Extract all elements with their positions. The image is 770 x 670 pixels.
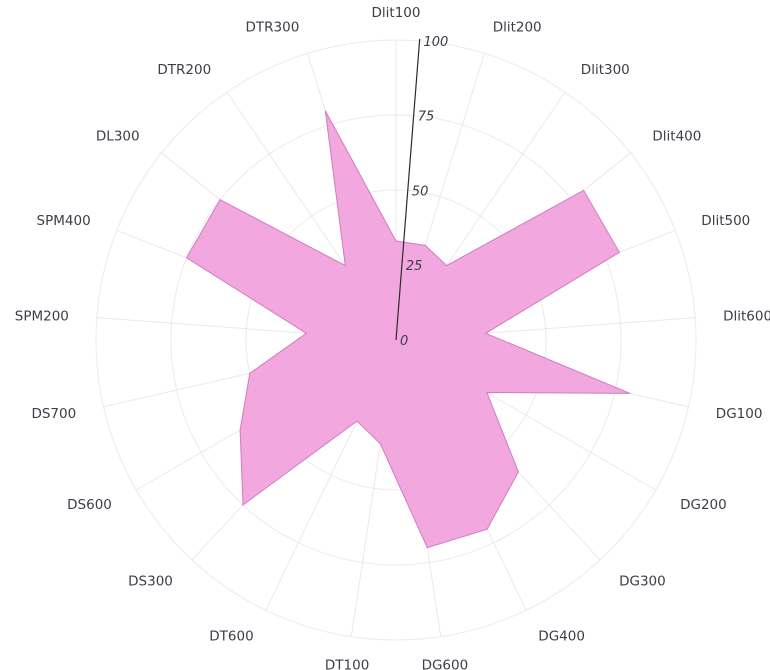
data-point-Dlit100[interactable]: [392, 237, 400, 245]
radial-axis: [395, 38, 421, 341]
tick-label-50: 50: [412, 185, 429, 200]
category-label-dt100: DT100: [325, 657, 369, 670]
data-point-Dlit200[interactable]: [421, 241, 429, 249]
category-label-spm400: SPM400: [37, 213, 91, 229]
data-point-Dlit300[interactable]: [443, 262, 451, 270]
category-label-dg400: DG400: [538, 629, 585, 645]
data-point-DTR200[interactable]: [341, 262, 349, 270]
category-label-dg200: DG200: [680, 497, 727, 513]
category-label-dtr200: DTR200: [157, 62, 211, 78]
data-point-DTR300[interactable]: [321, 107, 329, 115]
radial-tick-labels: 0 25 50 75 100: [400, 35, 448, 349]
radial-axis-line: [395, 38, 421, 341]
category-label-dlit100: Dlit100: [372, 5, 421, 21]
data-point-DT600[interactable]: [353, 417, 361, 425]
tick-label-0: 0: [400, 334, 408, 349]
series-area[interactable]: [185, 110, 631, 549]
category-label-spm200: SPM200: [15, 309, 69, 325]
data-area-layer: [183, 107, 634, 552]
data-point-DS600[interactable]: [236, 426, 244, 434]
category-label-dlit500: Dlit500: [701, 213, 750, 229]
category-label-dlit200: Dlit200: [493, 20, 542, 36]
category-label-ds700: DS700: [31, 406, 76, 422]
category-label-dlit600: Dlit600: [723, 309, 770, 325]
data-point-DS300[interactable]: [239, 501, 247, 509]
category-label-dl300: DL300: [96, 129, 140, 145]
category-label-dg300: DG300: [619, 573, 666, 589]
data-point-DG300[interactable]: [514, 468, 522, 476]
category-labels: Dlit100 Dlit200 Dlit300 Dlit400 Dlit500 Dlit6…: [15, 5, 770, 670]
data-point-Dlit500[interactable]: [615, 248, 623, 256]
data-point-DG200[interactable]: [483, 389, 491, 397]
category-label-dt600: DT600: [209, 629, 253, 645]
category-label-dg100: DG100: [716, 406, 763, 422]
data-point-DS700[interactable]: [246, 369, 254, 377]
data-point-SPM200[interactable]: [302, 329, 310, 337]
data-point-DT100[interactable]: [376, 440, 384, 448]
data-point-SPM400[interactable]: [183, 254, 191, 262]
tick-label-25: 25: [406, 259, 423, 274]
category-label-dlit400: Dlit400: [652, 129, 701, 145]
category-label-dlit300: Dlit300: [581, 62, 630, 78]
data-point-Dlit600[interactable]: [482, 329, 490, 337]
data-point-DG600[interactable]: [423, 544, 431, 552]
category-label-dg600: DG600: [422, 657, 469, 670]
category-label-dtr300: DTR300: [246, 20, 300, 36]
data-point-Dlit400[interactable]: [580, 186, 588, 194]
category-label-ds300: DS300: [128, 573, 173, 589]
tick-label-75: 75: [418, 110, 435, 125]
data-point-DL300[interactable]: [216, 196, 224, 204]
category-label-ds600: DS600: [67, 497, 112, 513]
tick-label-100: 100: [424, 35, 449, 50]
data-point-DG400[interactable]: [483, 525, 491, 533]
data-point-DG100[interactable]: [626, 389, 634, 397]
